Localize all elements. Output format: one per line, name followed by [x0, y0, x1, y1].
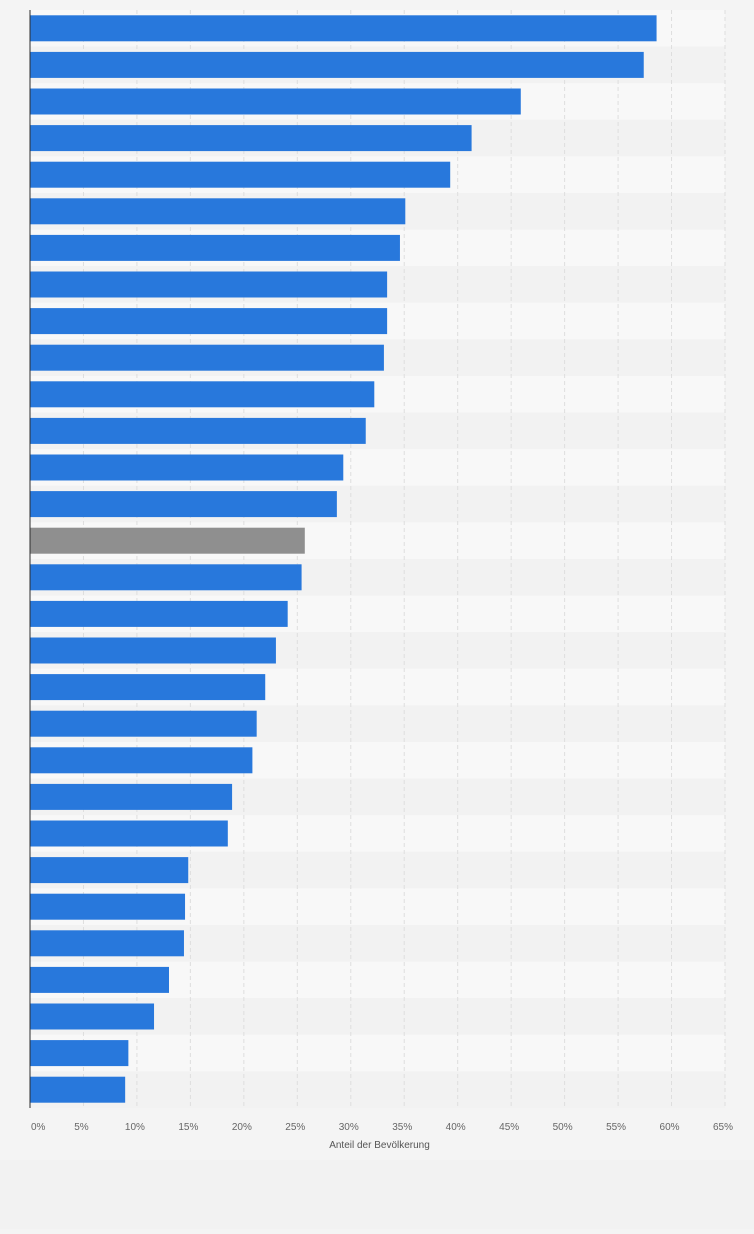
bar — [30, 1003, 155, 1030]
x-tick-label: 20% — [232, 1122, 252, 1133]
row-band — [30, 1071, 725, 1108]
bar — [30, 747, 253, 774]
x-tick-label: 25% — [285, 1122, 305, 1133]
bar — [30, 857, 189, 884]
x-tick-label: 40% — [446, 1122, 466, 1133]
x-tick-label: 45% — [499, 1122, 519, 1133]
bar — [30, 234, 400, 261]
bar — [30, 600, 288, 627]
x-tick-label: 35% — [392, 1122, 412, 1133]
row-band — [30, 1034, 725, 1072]
bar — [30, 820, 228, 847]
bar — [30, 381, 375, 408]
x-tick-label: 65% — [713, 1122, 733, 1133]
bar — [30, 491, 337, 518]
footer-strip — [0, 1160, 754, 1229]
x-tick-label: 30% — [339, 1122, 359, 1133]
bar — [30, 893, 186, 920]
bar — [30, 674, 266, 701]
bar — [30, 783, 233, 810]
bar — [30, 308, 388, 335]
x-tick-label: 60% — [660, 1122, 680, 1133]
bar — [30, 1076, 126, 1103]
bar — [30, 198, 406, 225]
bar — [30, 564, 302, 591]
highlighted-bar — [30, 527, 305, 554]
bar — [30, 88, 521, 115]
x-tick-label: 50% — [553, 1122, 573, 1133]
bar — [30, 161, 451, 188]
bar — [30, 344, 384, 371]
bar — [30, 930, 184, 957]
x-tick-label: 15% — [178, 1122, 198, 1133]
x-axis-title: Anteil der Bevölkerung — [329, 1140, 430, 1151]
bar — [30, 1040, 129, 1067]
x-tick-label: 0% — [31, 1122, 46, 1133]
bar — [30, 15, 657, 42]
bar — [30, 125, 472, 152]
bar — [30, 417, 366, 444]
bar — [30, 51, 644, 78]
x-tick-label: 55% — [606, 1122, 626, 1133]
bar — [30, 454, 344, 481]
bar — [30, 637, 276, 664]
bar — [30, 271, 388, 298]
x-tick-label: 10% — [125, 1122, 145, 1133]
bar — [30, 710, 257, 737]
bar — [30, 966, 169, 993]
x-tick-label: 5% — [74, 1122, 89, 1133]
